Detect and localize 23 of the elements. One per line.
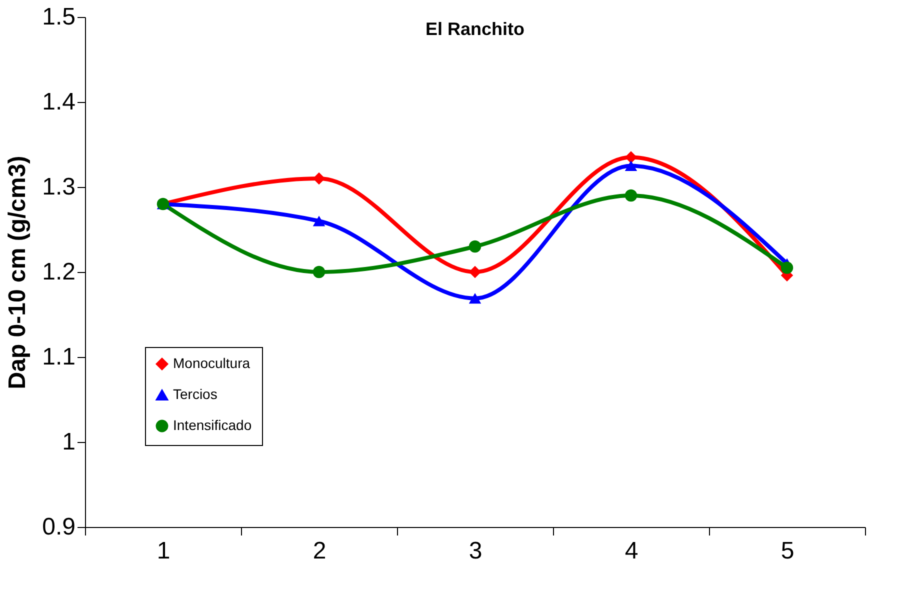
- legend-label: Tercios: [173, 386, 218, 402]
- y-tick-label: 1.3: [42, 174, 76, 200]
- point: [624, 189, 638, 202]
- legend-label: Intensificado: [173, 417, 252, 433]
- point: [624, 160, 638, 172]
- y-tick-label: 1: [62, 428, 76, 456]
- legend-label: Monocultura: [173, 355, 250, 371]
- point: [312, 216, 326, 226]
- point: [468, 293, 482, 304]
- y-tick-label: 1.2: [42, 258, 76, 286]
- y-tick-label: 1.1: [42, 344, 76, 370]
- x-tick-label: 2: [312, 538, 326, 564]
- y-axis-title: Dap 0-10 cm (g/cm3): [4, 156, 32, 390]
- chart-title: El Ranchito: [425, 19, 525, 39]
- x-tick-label: 1: [156, 538, 170, 564]
- point: [312, 266, 326, 278]
- x-tick-label: 5: [780, 538, 794, 564]
- point: [468, 240, 482, 253]
- x-tick-label: 4: [624, 538, 638, 564]
- y-tick-label: 0.9: [42, 514, 76, 540]
- x-tick-label: 3: [468, 538, 482, 564]
- y-tick-label: 1.4: [42, 88, 76, 116]
- y-tick-label: 1.5: [42, 4, 76, 30]
